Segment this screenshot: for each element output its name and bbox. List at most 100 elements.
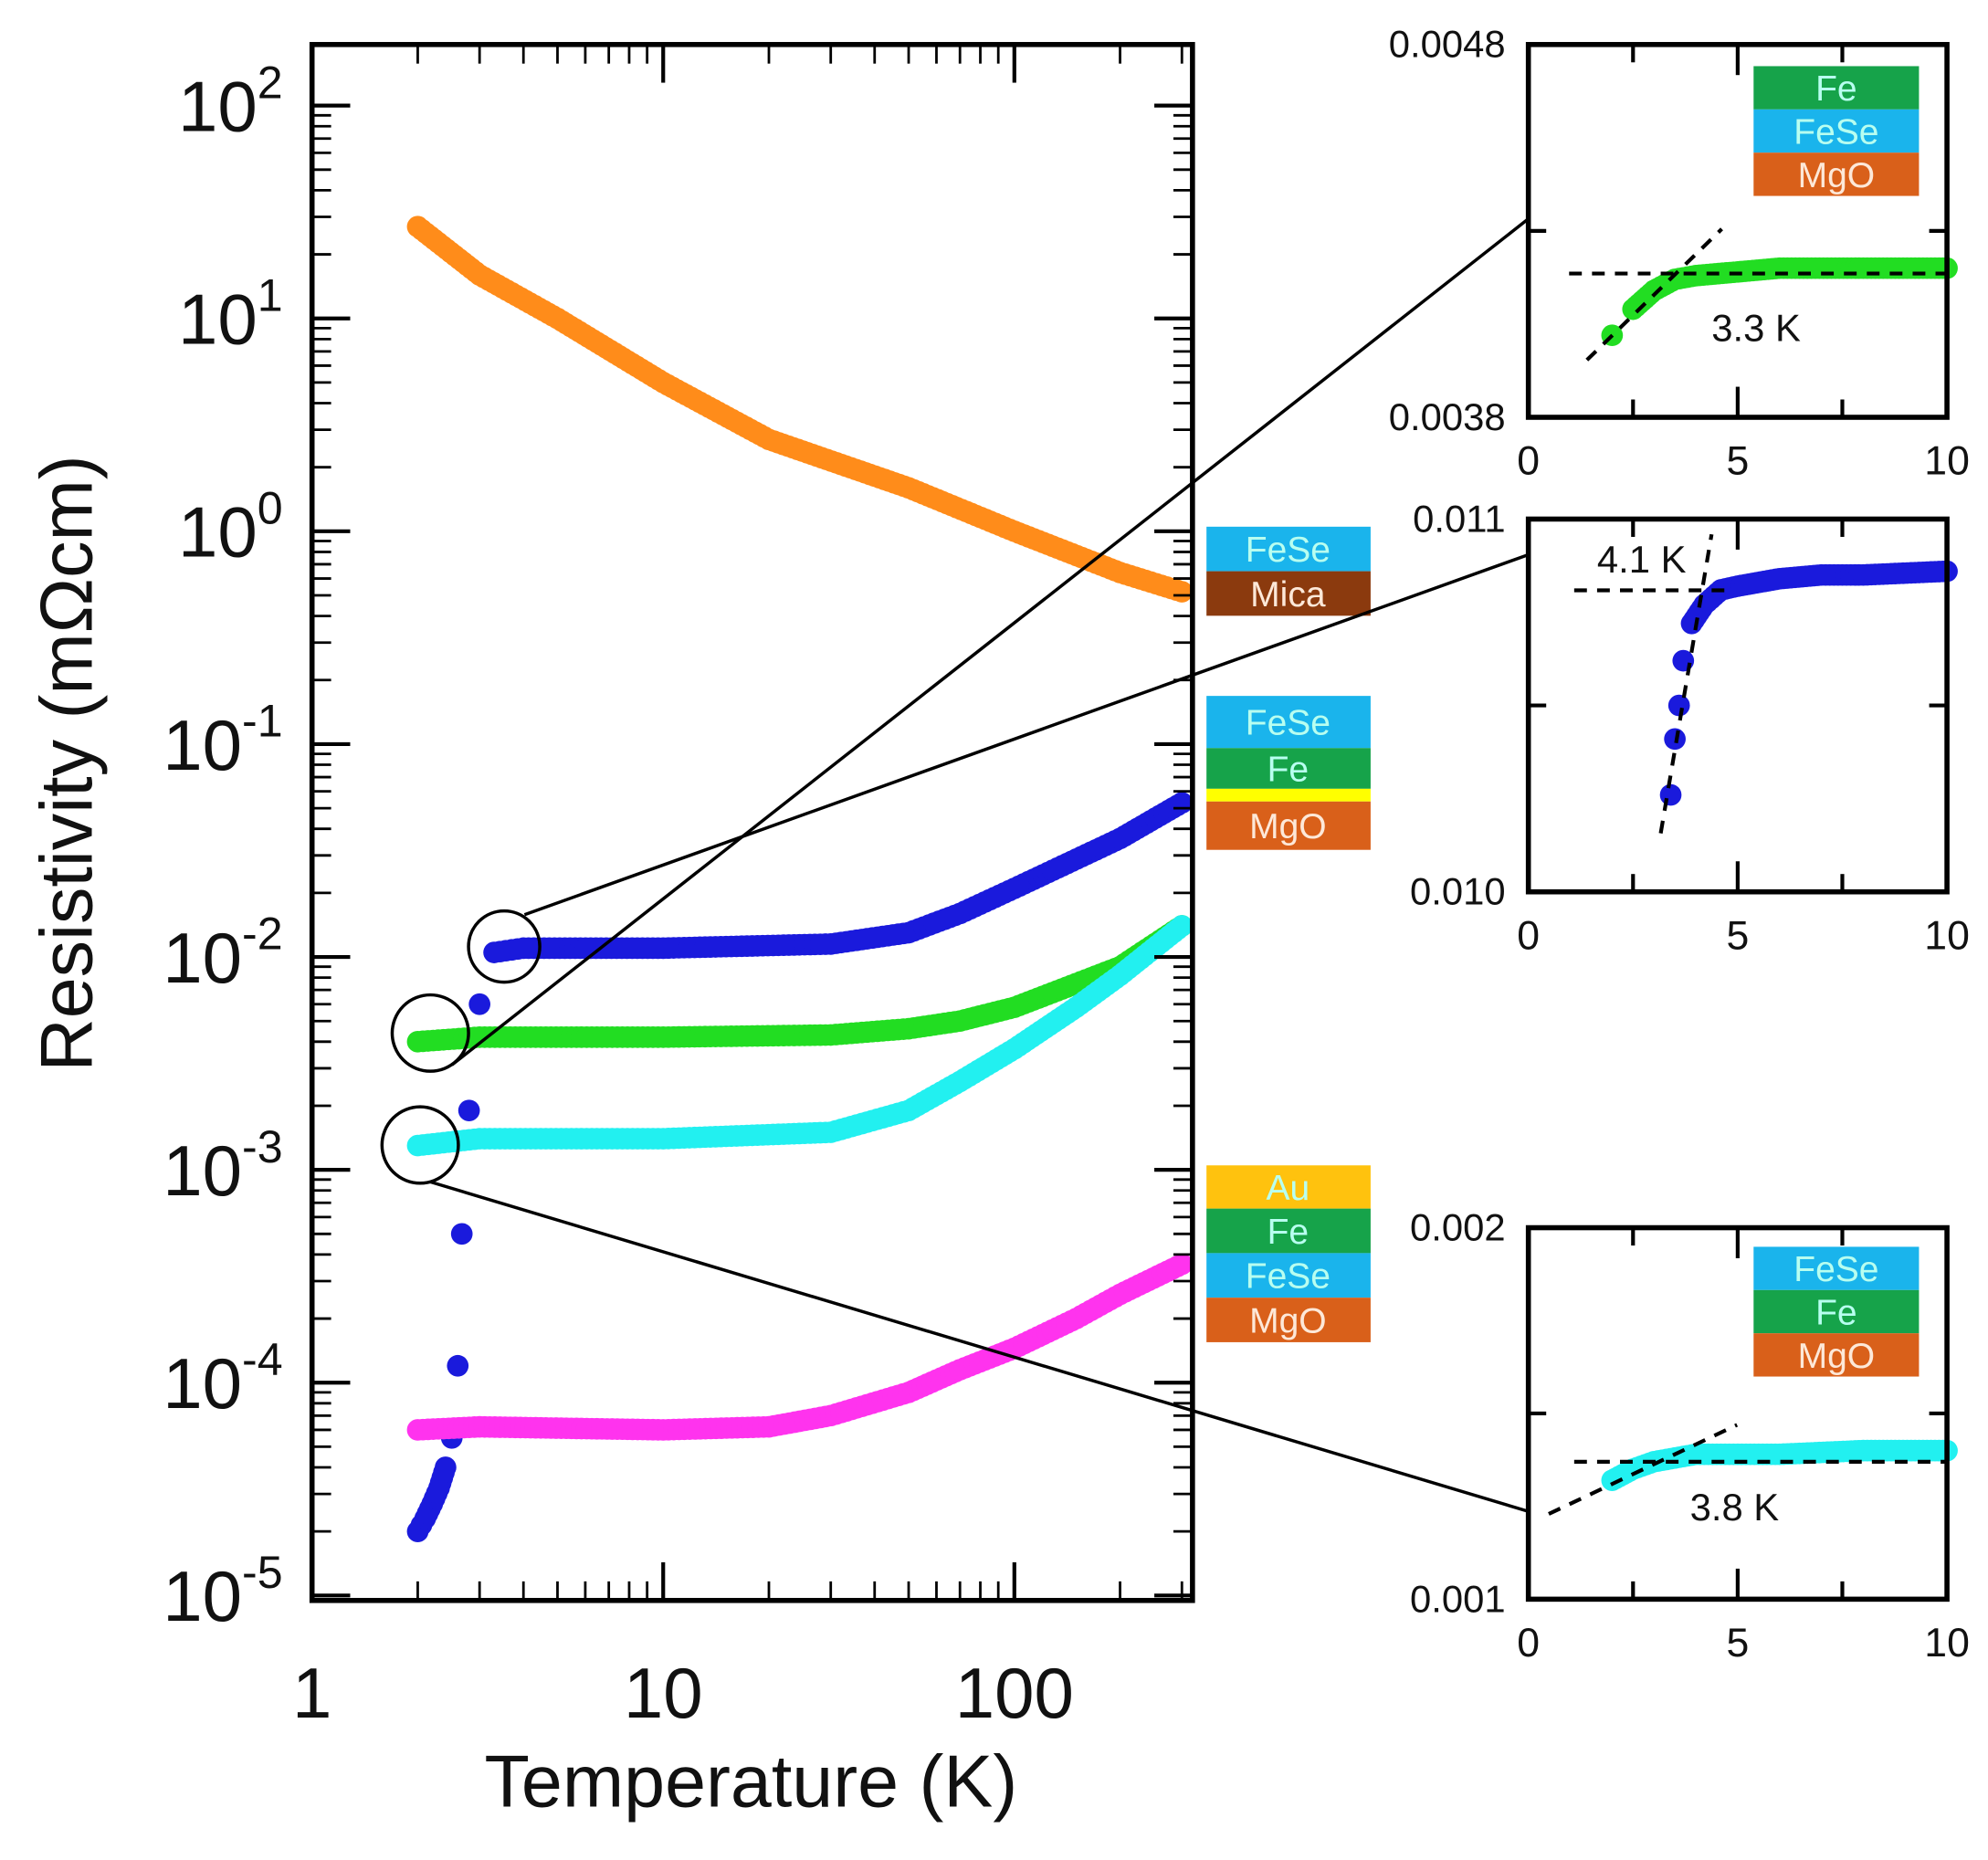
series-3 xyxy=(406,915,1194,1157)
connector-line xyxy=(429,1180,1530,1513)
layer-fese xyxy=(1206,696,1371,749)
x-tick-label: 10 xyxy=(1924,913,1970,958)
y-tick-base: 10 xyxy=(163,705,242,785)
y-tick-base: 10 xyxy=(178,67,258,147)
y-tick-label: 10-5 xyxy=(163,1547,282,1636)
layer-label: Fe xyxy=(1815,69,1857,109)
data-point xyxy=(1171,581,1194,603)
y-tick-label: 10-1 xyxy=(163,696,282,785)
x-tick-label: 100 xyxy=(955,1653,1074,1733)
y-tick-label: 101 xyxy=(178,269,283,359)
x-tick-label: 0 xyxy=(1517,1621,1540,1666)
y-tick-label: 0.011 xyxy=(1413,497,1505,540)
y-tick-base: 10 xyxy=(163,1556,242,1636)
y-tick-label: 10-3 xyxy=(163,1121,282,1211)
data-point xyxy=(1672,649,1695,672)
layer-label: FeSe xyxy=(1246,1257,1331,1297)
x-tick-label: 5 xyxy=(1726,439,1749,484)
data-point xyxy=(1667,694,1690,717)
x-axis-title: Temperature (K) xyxy=(485,1740,1018,1823)
y-tick-label: 0.0038 xyxy=(1389,395,1506,438)
layer-label: MgO xyxy=(1798,156,1876,195)
y-tick-exponent: -3 xyxy=(242,1121,283,1172)
x-tick-label: 5 xyxy=(1726,1621,1749,1666)
data-point xyxy=(447,1354,469,1377)
x-tick-label: 10 xyxy=(1924,439,1970,484)
layer-mgo xyxy=(1753,152,1920,196)
layer-fese xyxy=(1753,109,1920,153)
data-point xyxy=(458,1099,480,1122)
data-point xyxy=(1659,783,1682,806)
series-4 xyxy=(406,1253,1194,1441)
layer-label: Mica xyxy=(1250,575,1326,615)
series-0 xyxy=(406,215,1194,603)
y-tick-exponent: -4 xyxy=(242,1334,283,1385)
y-tick-label: 10-4 xyxy=(163,1334,282,1424)
layer-fese xyxy=(1206,526,1371,572)
connector-line xyxy=(523,552,1530,917)
layer-label: MgO xyxy=(1249,807,1327,846)
layer-label: Fe xyxy=(1815,1293,1857,1332)
layer-stack-legend: Au Fe FeSe MgO xyxy=(1206,1165,1371,1342)
data-point xyxy=(450,1223,473,1245)
y-tick-label: 102 xyxy=(178,57,283,146)
zoom-circle-cyan xyxy=(380,1105,460,1185)
x-tick-label: 0 xyxy=(1517,913,1540,958)
layer-label: MgO xyxy=(1249,1301,1327,1340)
layer-mgo xyxy=(1206,801,1371,850)
tc-fit-line xyxy=(1585,227,1723,362)
data-point xyxy=(1171,1253,1194,1276)
layer-fe xyxy=(1206,1208,1371,1254)
y-tick-label: 0.001 xyxy=(1410,1577,1506,1620)
tc-annotation: 4.1 K xyxy=(1597,538,1687,581)
inset-3: 0 5 10 0.002 0.001 3.8 K FeSe Fe MgO xyxy=(1410,1205,1970,1666)
layer-fe xyxy=(1206,748,1371,789)
layer-fese xyxy=(1753,1246,1920,1290)
x-tick-label: 5 xyxy=(1726,913,1749,958)
y-tick-base: 10 xyxy=(163,1343,242,1424)
x-tick-label: 10 xyxy=(624,1653,703,1733)
y-tick-exponent: 0 xyxy=(258,482,283,533)
series-1 xyxy=(406,792,1194,1543)
data-point xyxy=(1171,915,1194,937)
zoom-connectors xyxy=(380,217,1530,1513)
y-tick-base: 10 xyxy=(163,1130,242,1211)
y-axis-title: Resistivity (mΩcm) xyxy=(26,455,109,1071)
layer-mgo xyxy=(1753,1333,1920,1377)
layer-label: FeSe xyxy=(1246,531,1331,570)
x-tick-label: 1 xyxy=(292,1653,331,1733)
tc-annotation: 3.3 K xyxy=(1711,306,1801,349)
connector-line xyxy=(450,217,1530,1067)
layer-fe xyxy=(1753,1289,1920,1334)
y-tick-base: 10 xyxy=(178,279,258,360)
zoom-circle-blue xyxy=(467,909,542,984)
layer-fese xyxy=(1206,1253,1371,1298)
x-tick-label: 0 xyxy=(1517,439,1540,484)
x-tick-label: 10 xyxy=(1924,1621,1970,1666)
plot-frame xyxy=(309,41,1195,1603)
data-point xyxy=(435,1456,457,1478)
y-tick-exponent: -5 xyxy=(242,1547,283,1598)
data-point xyxy=(1171,792,1194,814)
y-tick-base: 10 xyxy=(178,492,258,573)
tc-fit-line xyxy=(1548,1423,1739,1516)
zoom-circle-green xyxy=(390,993,470,1073)
layer-label: FeSe xyxy=(1793,112,1878,152)
layer-interlayer xyxy=(1206,788,1371,802)
y-tick-exponent: 1 xyxy=(258,269,283,321)
series-2 xyxy=(406,915,1194,1053)
y-tick-label: 0.0048 xyxy=(1389,23,1506,66)
inset-2: 0 5 10 0.011 0.010 4.1 K xyxy=(1410,497,1970,958)
y-tick-exponent: 2 xyxy=(258,57,283,108)
layer-label: FeSe xyxy=(1246,704,1331,743)
layer-au xyxy=(1206,1165,1371,1209)
tc-fit-line xyxy=(1658,533,1714,834)
layer-mgo xyxy=(1206,1298,1371,1342)
layer-label: Fe xyxy=(1267,750,1310,789)
layer-label: FeSe xyxy=(1793,1250,1878,1289)
y-tick-label: 0.002 xyxy=(1410,1205,1506,1248)
y-tick-exponent: -2 xyxy=(242,909,283,960)
y-tick-exponent: -1 xyxy=(242,696,283,747)
